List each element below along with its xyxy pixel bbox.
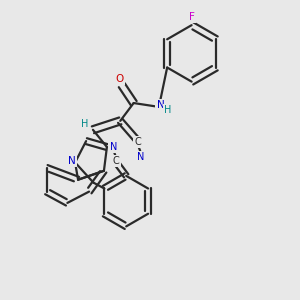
Text: N: N: [157, 100, 164, 110]
Text: N: N: [137, 152, 145, 162]
Text: C: C: [135, 137, 142, 147]
Text: H: H: [164, 106, 172, 116]
Text: O: O: [115, 74, 124, 84]
Text: F: F: [189, 12, 194, 22]
Text: C: C: [112, 156, 119, 166]
Text: H: H: [81, 119, 88, 129]
Text: N: N: [110, 142, 117, 152]
Text: N: N: [68, 156, 76, 166]
